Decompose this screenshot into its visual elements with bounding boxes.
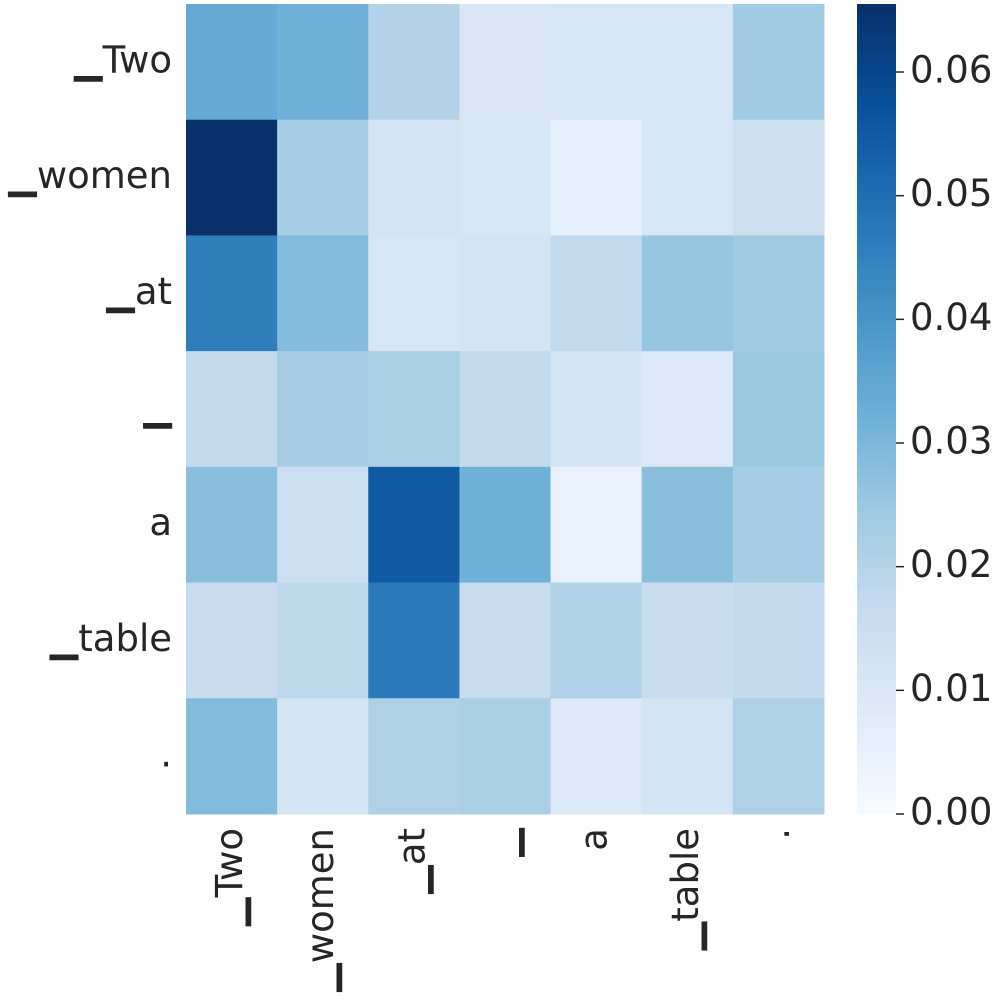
heatmap-cell-r2-c1 xyxy=(277,235,369,352)
heatmap-cells xyxy=(186,4,825,815)
y-tick-label: ▁table xyxy=(49,617,172,661)
y-tick-label: ▁women xyxy=(7,154,172,198)
heatmap-cell-r2-c5 xyxy=(641,235,734,352)
heatmap-cell-r6-c5 xyxy=(641,698,734,815)
heatmap-cell-r0-c0 xyxy=(186,4,278,121)
x-tick-label: a xyxy=(573,828,616,851)
heatmap-cell-r0-c2 xyxy=(368,4,460,121)
y-tick-label: ▁Two xyxy=(73,38,172,82)
heatmap-cell-r2-c3 xyxy=(459,235,552,352)
heatmap-cell-r1-c3 xyxy=(459,119,552,236)
colorbar-tick-label: 0.00 xyxy=(910,791,992,834)
heatmap-cell-r3-c1 xyxy=(277,351,369,468)
x-tick-label: ▁women xyxy=(299,828,343,993)
heatmap-cell-r3-c5 xyxy=(641,351,734,468)
heatmap-cell-r5-c0 xyxy=(186,582,278,699)
heatmap-cell-r0-c6 xyxy=(732,4,825,121)
heatmap-cell-r0-c3 xyxy=(459,4,552,121)
heatmap-cell-r6-c2 xyxy=(368,698,460,815)
heatmap-cell-r0-c4 xyxy=(550,4,643,121)
heatmap-cell-r2-c2 xyxy=(368,235,460,352)
heatmap-cell-r6-c0 xyxy=(186,698,278,815)
heatmap-cell-r4-c5 xyxy=(641,466,734,584)
heatmap-cell-r1-c6 xyxy=(732,119,825,236)
y-tick-label: ▁at xyxy=(105,270,172,314)
x-tick-label: ▁Two xyxy=(208,828,252,927)
heatmap-cell-r5-c1 xyxy=(277,582,369,699)
heatmap-cell-r4-c6 xyxy=(732,466,825,584)
x-tick-label: ▁ xyxy=(481,827,525,857)
x-tick-label: ▁table xyxy=(664,828,708,951)
heatmap-cell-r6-c4 xyxy=(550,698,643,815)
heatmap-cell-r3-c6 xyxy=(732,351,825,468)
heatmap-cell-r3-c0 xyxy=(186,351,278,468)
colorbar-tick-label: 0.02 xyxy=(910,543,992,586)
heatmap-cell-r5-c6 xyxy=(732,582,825,699)
heatmap-cell-r3-c4 xyxy=(550,351,643,468)
heatmap-cell-r4-c3 xyxy=(459,466,552,584)
heatmap-cell-r5-c2 xyxy=(368,582,460,699)
heatmap-cell-r5-c5 xyxy=(641,582,734,699)
heatmap-cell-r1-c4 xyxy=(550,119,643,236)
heatmap-cell-r2-c0 xyxy=(186,235,278,352)
heatmap-cell-r3-c3 xyxy=(459,351,552,468)
heatmap-cell-r5-c3 xyxy=(459,582,552,699)
x-tick-labels: ▁Two ▁women ▁at ▁ a ▁table. xyxy=(208,827,798,992)
colorbar-ticks: 0.00 0.01 0.02 0.03 0.04 0.05 0.06 xyxy=(896,49,992,834)
colorbar-tick-label: 0.03 xyxy=(910,420,992,463)
heatmap-cell-r2-c4 xyxy=(550,235,643,352)
heatmap-cell-r4-c1 xyxy=(277,466,369,584)
heatmap-cell-r6-c3 xyxy=(459,698,552,815)
colorbar-gradient xyxy=(857,4,896,814)
x-tick-label: . xyxy=(755,828,798,840)
heatmap-cell-r1-c5 xyxy=(641,119,734,236)
y-tick-label: ▁ xyxy=(143,385,173,429)
y-tick-labels: ▁Two ▁women ▁at ▁ a ▁table. xyxy=(7,38,172,775)
heatmap-cell-r6-c6 xyxy=(732,698,825,815)
heatmap-cell-r0-c1 xyxy=(277,4,369,121)
heatmap-cell-r4-c4 xyxy=(550,466,643,584)
heatmap-cell-r4-c0 xyxy=(186,466,278,584)
colorbar-tick-label: 0.05 xyxy=(910,172,992,215)
heatmap-cell-r1-c1 xyxy=(277,119,369,236)
heatmap-cell-r6-c1 xyxy=(277,698,369,815)
y-tick-label: . xyxy=(160,733,172,776)
heatmap-cell-r2-c6 xyxy=(732,235,825,352)
heatmap-cell-r5-c4 xyxy=(550,582,643,699)
heatmap-cell-r4-c2 xyxy=(368,466,460,584)
y-tick-label: a xyxy=(149,501,172,544)
heatmap-cell-r1-c0 xyxy=(186,119,278,236)
colorbar-tick-label: 0.01 xyxy=(910,667,992,710)
x-tick-label: ▁at xyxy=(390,828,434,895)
colorbar-tick-label: 0.06 xyxy=(910,49,992,92)
colorbar: 0.00 0.01 0.02 0.03 0.04 0.05 0.06 xyxy=(857,4,992,834)
heatmap-cell-r3-c2 xyxy=(368,351,460,468)
heatmap-cell-r0-c5 xyxy=(641,4,734,121)
heatmap-cell-r1-c2 xyxy=(368,119,460,236)
colorbar-tick-label: 0.04 xyxy=(910,296,992,339)
